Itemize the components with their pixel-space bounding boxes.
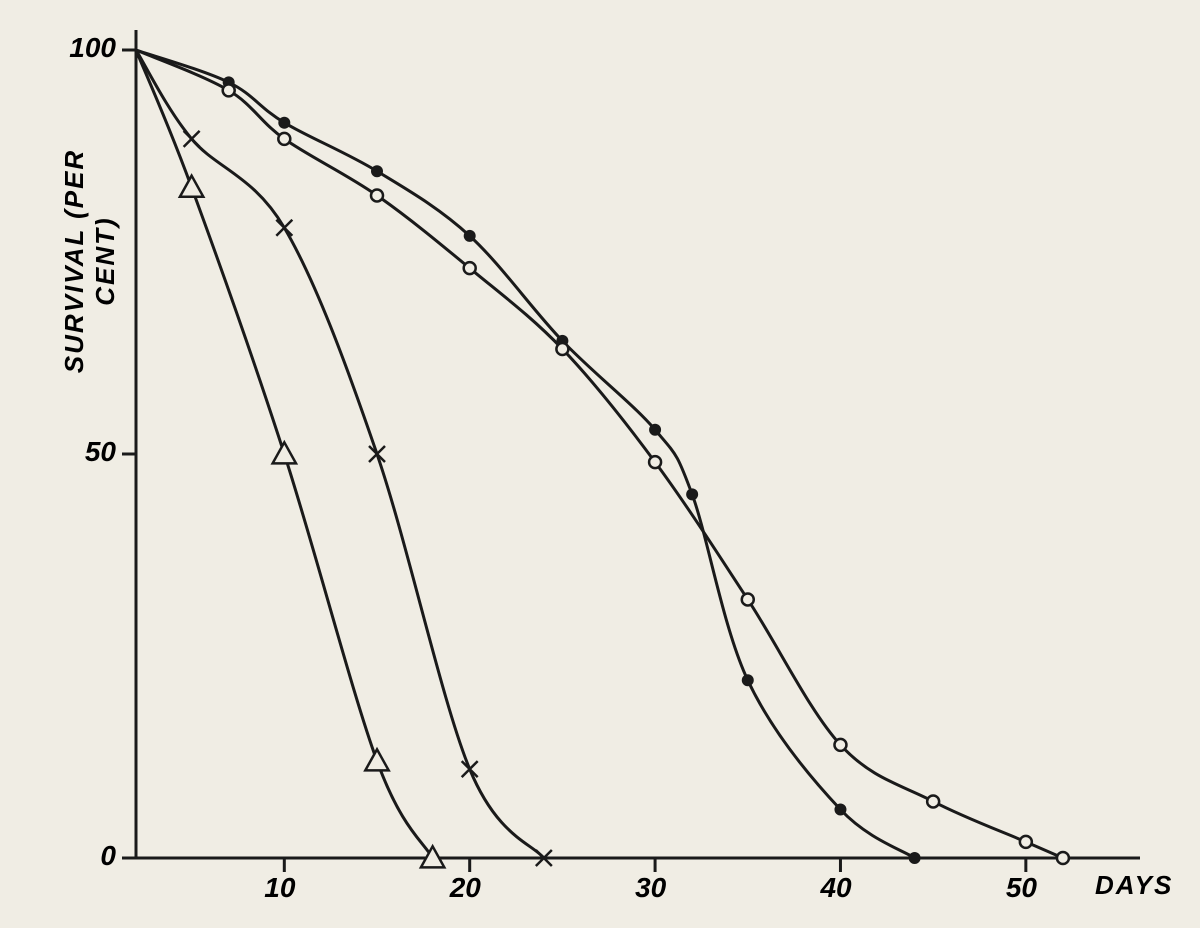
marker-triangle-open [273,442,296,463]
x-tick-label: 50 [1006,872,1037,904]
marker-circle-filled [649,424,661,436]
marker-circle-open [1020,836,1032,848]
marker-circle-open [927,795,939,807]
marker-circle-open [1057,852,1069,864]
marker-x [462,761,478,777]
x-tick-label: 20 [450,872,481,904]
x-tick-label: 10 [264,872,295,904]
marker-circle-filled [834,804,846,816]
marker-x [369,446,385,462]
x-tick-label: 30 [635,872,666,904]
marker-circle-open [464,262,476,274]
y-tick-label: 50 [85,436,116,468]
y-axis-label: SURVIVAL (PER CENT) [59,111,121,411]
x-tick-label: 40 [820,872,851,904]
marker-triangle-open [180,176,203,197]
marker-circle-open [649,456,661,468]
marker-circle-filled [909,852,921,864]
marker-circle-open [278,133,290,145]
marker-triangle-open [365,749,388,770]
survival-chart: SURVIVAL (PER CENT) DAYS 0 50 100 10 20 30 40 5… [0,0,1200,928]
y-tick-label: 100 [69,32,116,64]
marker-circle-filled [278,117,290,129]
marker-circle-open [742,593,754,605]
marker-circle-filled [464,230,476,242]
marker-x [276,220,292,236]
series-filled-circle [136,50,915,858]
marker-x [184,131,200,147]
marker-circle-open [834,739,846,751]
x-axis-label: DAYS [1095,870,1173,901]
marker-circle-filled [371,165,383,177]
marker-circle-open [223,84,235,96]
chart-canvas [0,0,1200,928]
marker-circle-open [371,189,383,201]
marker-circle-open [556,343,568,355]
y-tick-label: 0 [100,840,116,872]
marker-circle-filled [742,674,754,686]
series-open-circle [136,50,1063,858]
marker-circle-filled [686,488,698,500]
